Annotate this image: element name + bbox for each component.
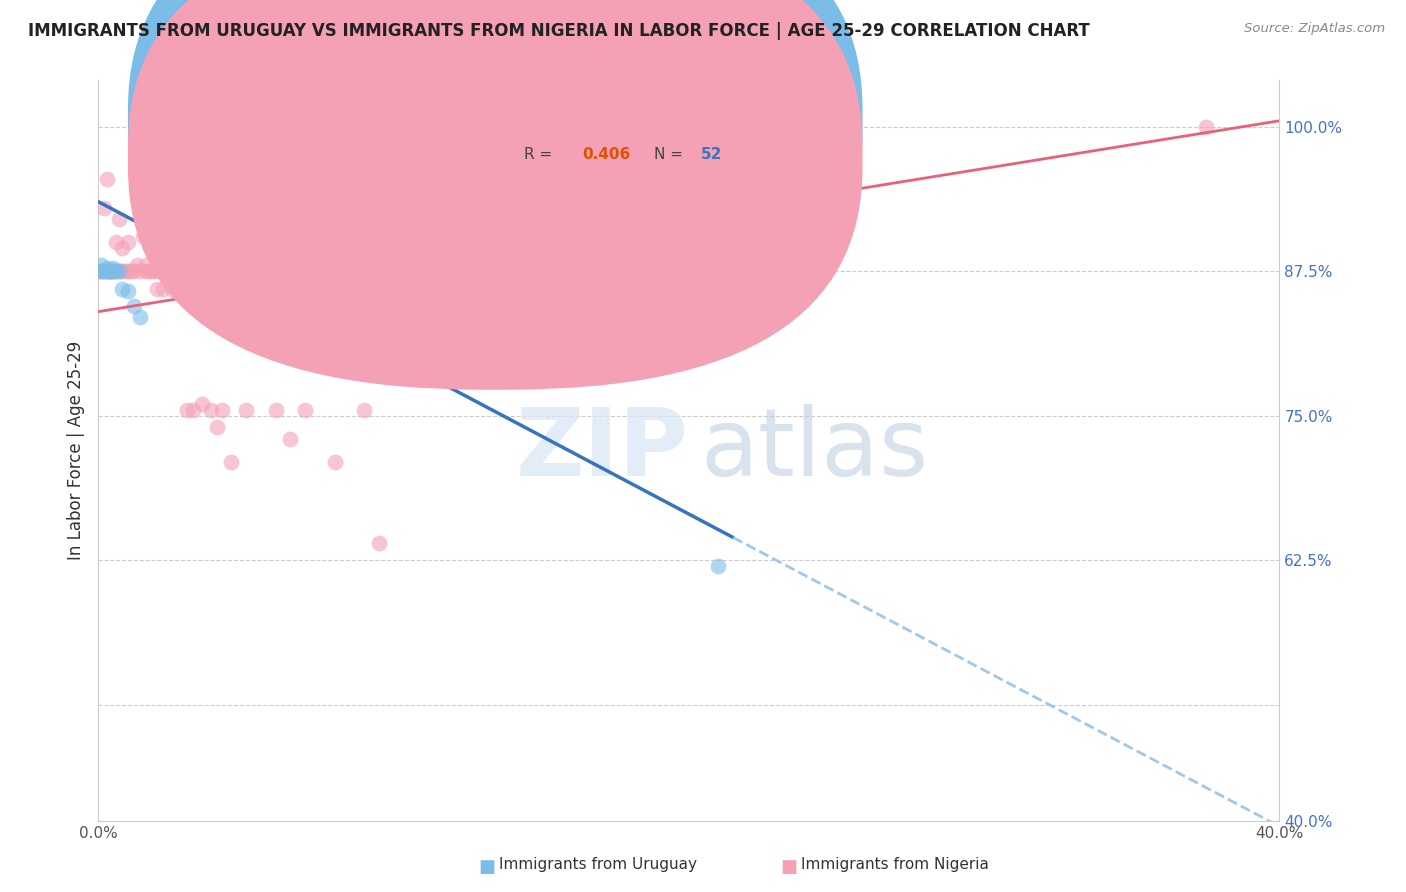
Point <box>96 171 118 186</box>
Point <box>264 403 287 417</box>
Point <box>170 269 193 284</box>
Point <box>221 455 243 469</box>
Point <box>162 281 183 295</box>
Point <box>111 281 134 295</box>
Point <box>111 264 134 278</box>
Text: atlas: atlas <box>700 404 929 497</box>
Point <box>191 397 214 411</box>
Point <box>93 264 115 278</box>
Point <box>103 264 125 278</box>
Point <box>90 264 112 278</box>
Point <box>93 201 115 215</box>
Point <box>146 281 169 295</box>
Point <box>294 403 316 417</box>
Point <box>90 264 112 278</box>
Point <box>149 264 172 278</box>
Point <box>114 264 136 278</box>
Point <box>90 264 112 278</box>
Text: Immigrants from Uruguay: Immigrants from Uruguay <box>499 857 697 872</box>
Text: ZIP: ZIP <box>516 404 689 497</box>
Point <box>1195 120 1218 134</box>
Point <box>141 264 163 278</box>
Point <box>235 403 257 417</box>
Text: N =: N = <box>654 147 688 161</box>
Text: R =: R = <box>523 110 557 125</box>
Point <box>111 241 134 255</box>
Point <box>117 235 139 250</box>
Point <box>103 264 125 278</box>
Y-axis label: In Labor Force | Age 25-29: In Labor Force | Age 25-29 <box>66 341 84 560</box>
Point <box>157 269 180 284</box>
Point <box>200 403 222 417</box>
Point <box>353 403 375 417</box>
Point <box>152 281 174 295</box>
Point <box>707 559 730 574</box>
Point <box>93 264 115 278</box>
FancyBboxPatch shape <box>458 84 766 195</box>
Text: 0.406: 0.406 <box>582 147 631 161</box>
Point <box>135 259 157 273</box>
Point <box>90 259 112 273</box>
Point <box>108 264 131 278</box>
Text: 52: 52 <box>700 147 723 161</box>
Text: R =: R = <box>523 147 561 161</box>
Point <box>96 264 118 278</box>
FancyBboxPatch shape <box>128 0 862 352</box>
Point <box>155 264 177 278</box>
Point <box>368 536 391 550</box>
Point <box>125 259 148 273</box>
Text: ■: ■ <box>780 858 797 876</box>
Point <box>96 264 118 278</box>
Text: Immigrants from Nigeria: Immigrants from Nigeria <box>801 857 990 872</box>
Point <box>128 310 150 325</box>
Point <box>96 264 118 278</box>
Text: IMMIGRANTS FROM URUGUAY VS IMMIGRANTS FROM NIGERIA IN LABOR FORCE | AGE 25-29 CO: IMMIGRANTS FROM URUGUAY VS IMMIGRANTS FR… <box>28 22 1090 40</box>
Point <box>105 264 128 278</box>
Point <box>181 403 204 417</box>
Point <box>117 284 139 298</box>
Point <box>98 264 121 278</box>
Point <box>176 403 198 417</box>
Point <box>103 260 125 275</box>
Point <box>108 212 131 227</box>
Point <box>108 264 131 278</box>
Point <box>98 264 121 278</box>
Point <box>117 264 139 278</box>
Point <box>98 264 121 278</box>
Point <box>138 264 160 278</box>
Point <box>205 420 228 434</box>
Point <box>167 281 190 295</box>
Point <box>103 264 125 278</box>
Point <box>98 264 121 278</box>
Point <box>122 264 145 278</box>
Point <box>280 432 302 446</box>
Text: N =: N = <box>654 110 688 125</box>
Point <box>105 235 128 250</box>
Point <box>323 455 346 469</box>
FancyBboxPatch shape <box>128 0 862 390</box>
Text: 16: 16 <box>700 110 723 125</box>
Text: ■: ■ <box>478 858 495 876</box>
Point <box>122 299 145 313</box>
Point <box>143 264 166 278</box>
Point <box>132 229 155 244</box>
Point <box>120 264 142 278</box>
Point <box>96 260 118 275</box>
Text: -0.653: -0.653 <box>582 110 637 125</box>
Point <box>211 403 233 417</box>
Point <box>128 264 150 278</box>
Point <box>135 264 157 278</box>
Text: Source: ZipAtlas.com: Source: ZipAtlas.com <box>1244 22 1385 36</box>
